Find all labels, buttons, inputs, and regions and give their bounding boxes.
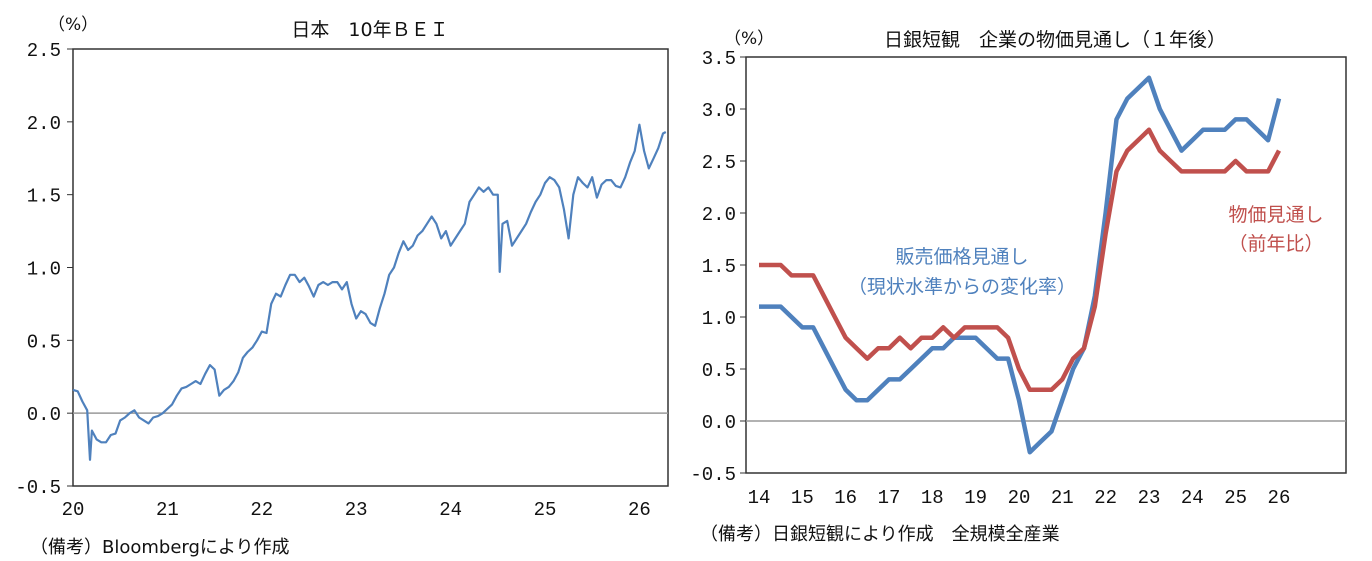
left-y-tick-label: 0.5 — [27, 331, 61, 353]
left-x-tick-label: 24 — [439, 499, 462, 521]
right-y-unit: （%） — [724, 29, 774, 49]
right-x-tick-label: 20 — [1008, 487, 1031, 509]
left-y-tick-label: 1.0 — [27, 259, 61, 281]
right-y-tick-label: 2.0 — [702, 204, 736, 226]
left-y-tick-label: 2.0 — [27, 113, 61, 135]
left-x-tick-label: 25 — [534, 499, 557, 521]
right-x-tick-label: 22 — [1094, 487, 1117, 509]
right-x-tick-label: 14 — [748, 487, 771, 509]
right-x-tick-label: 25 — [1224, 487, 1247, 509]
legend-price-outlook-sub: （前年比） — [1228, 233, 1323, 255]
left-note: （備考）Bloombergにより作成 — [30, 537, 290, 558]
right-note: （備考）日銀短観により作成 全規模全産業 — [700, 524, 1060, 545]
right-y-tick-label: 1.0 — [702, 308, 736, 330]
left-y-tick-label: -0.5 — [15, 477, 61, 499]
right-y-tick-label: -0.5 — [690, 464, 736, 486]
right-x-tick-label: 19 — [964, 487, 987, 509]
right-y-tick-label: 2.5 — [702, 152, 736, 174]
left-y-tick-label: 2.5 — [27, 40, 61, 62]
left-plot-frame — [72, 48, 669, 487]
right-x-tick-label: 16 — [834, 487, 857, 509]
right-x-tick-label: 15 — [791, 487, 814, 509]
right-x-tick-label: 17 — [878, 487, 901, 509]
right-y-tick-label: 0.5 — [702, 360, 736, 382]
right-y-tick-label: 3.0 — [702, 100, 736, 122]
left-x-tick-label: 22 — [250, 499, 273, 521]
legend-sales-price: 販売価格見通し — [895, 246, 1028, 268]
right-x-tick-label: 18 — [921, 487, 944, 509]
left-y-unit: （%） — [48, 15, 98, 35]
left-x-tick-label: 26 — [628, 499, 651, 521]
legend-price-outlook: 物価見通し — [1228, 204, 1323, 226]
right-plot-frame — [745, 56, 1347, 474]
right-x-tick-label: 21 — [1051, 487, 1074, 509]
right-x-tick-label: 26 — [1268, 487, 1291, 509]
right-y-tick-label: 0.0 — [702, 412, 736, 434]
right-y-tick-label: 1.5 — [702, 256, 736, 278]
left-x-tick-label: 21 — [156, 499, 179, 521]
left-x-tick-label: 20 — [62, 499, 85, 521]
right-x-tick-label: 23 — [1138, 487, 1161, 509]
right-x-tick-label: 24 — [1181, 487, 1204, 509]
left-x-tick-label: 23 — [345, 499, 368, 521]
left-y-tick-label: 0.0 — [27, 404, 61, 426]
right-chart: 日銀短観 企業の物価見通し（１年後） （%） 3.5 3.0 2.5 2.0 1.5 1.… — [690, 29, 1347, 545]
legend-sales-price-sub: （現状水準からの変化率） — [848, 276, 1076, 298]
right-y-tick-label: 3.5 — [702, 48, 736, 70]
left-chart-title: 日本 10年ＢＥＩ — [291, 19, 448, 41]
left-y-tick-label: 1.5 — [27, 186, 61, 208]
left-series-line — [72, 123, 667, 461]
left-chart: 日本 10年ＢＥＩ （%） 2.5 2.0 1.5 1.0 0.5 0.0 -0.5 20 2… — [15, 15, 669, 558]
right-chart-title: 日銀短観 企業の物価見通し（１年後） — [884, 29, 1226, 51]
